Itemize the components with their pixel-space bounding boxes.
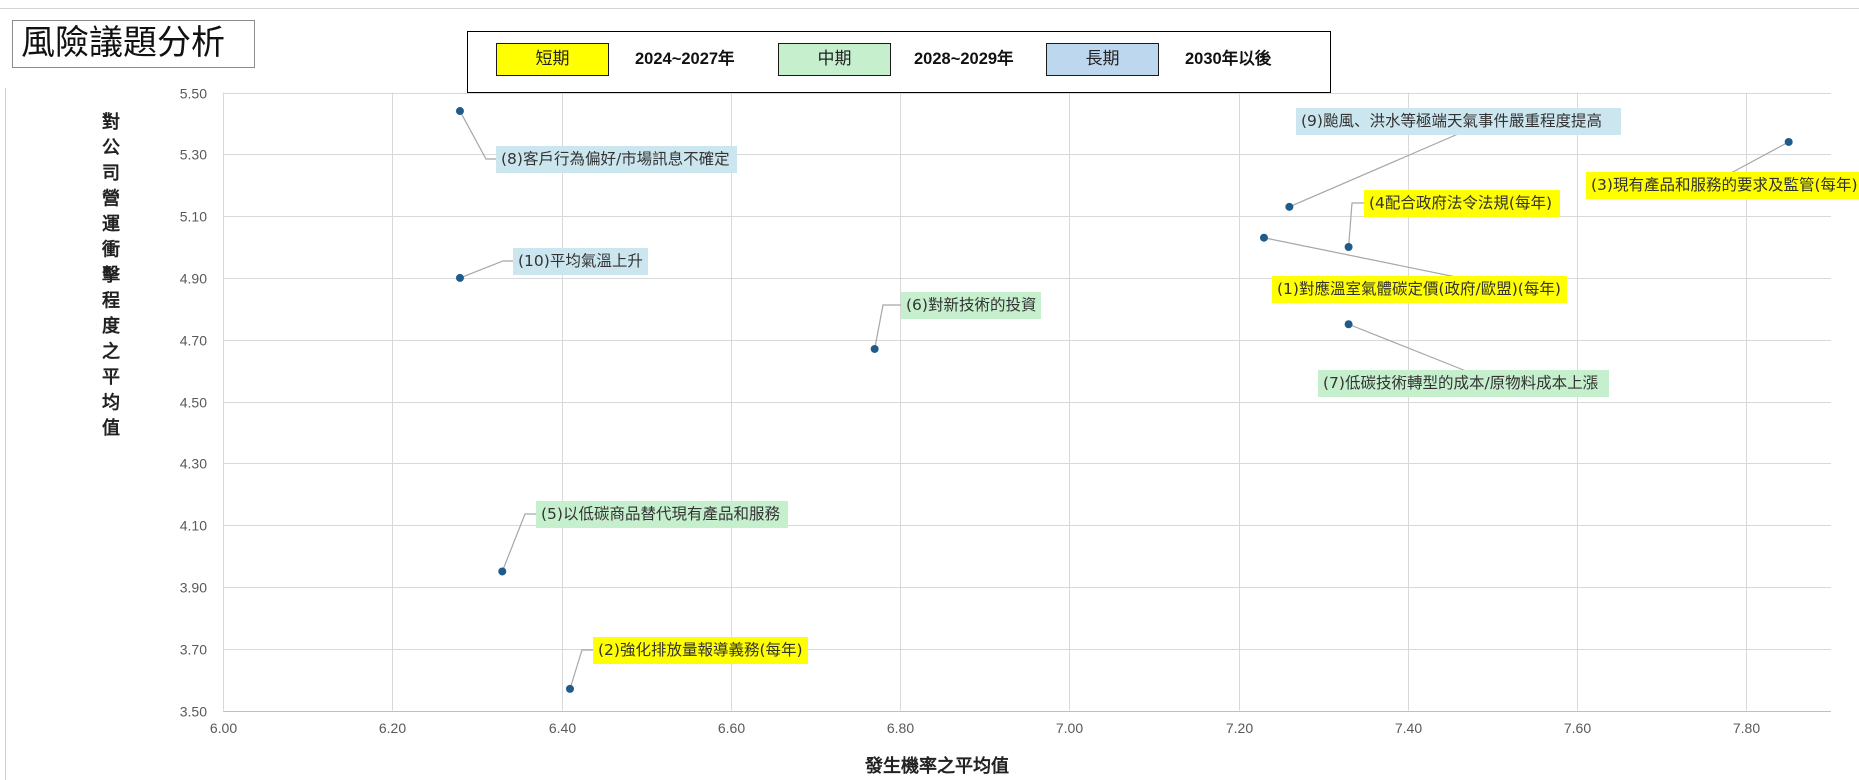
y-tick-label: 5.50 bbox=[180, 86, 207, 102]
tick-labels: 5.50 5.30 5.10 4.90 4.70 4.50 4.30 4.10 3.90 3.70… bbox=[180, 86, 1761, 737]
y-tick-label: 4.10 bbox=[180, 518, 207, 534]
y-tick-label: 3.70 bbox=[180, 642, 207, 658]
y-tick-label: 4.50 bbox=[180, 395, 207, 411]
data-point bbox=[1285, 202, 1294, 211]
data-points bbox=[455, 107, 1793, 693]
x-tick-label: 6.20 bbox=[379, 720, 406, 736]
x-tick-label: 7.40 bbox=[1395, 720, 1422, 736]
leader-line bbox=[1348, 202, 1364, 248]
legend-period-long-term: 2030年以後 bbox=[1185, 50, 1272, 68]
x-tick-label: 7.80 bbox=[1733, 720, 1760, 736]
y-tick-label: 5.10 bbox=[180, 209, 207, 225]
point-label: (1)對應溫室氣體碳定價(政府/歐盟)(每年) bbox=[1272, 276, 1567, 303]
data-point bbox=[1259, 233, 1268, 242]
legend-period-mid-term: 2028~2029年 bbox=[914, 50, 1014, 68]
leader-lines bbox=[459, 110, 1789, 690]
leader-line bbox=[569, 649, 593, 690]
x-tick-label: 7.60 bbox=[1564, 720, 1591, 736]
leader-line bbox=[1289, 133, 1459, 208]
leader-line bbox=[459, 110, 496, 160]
y-tick-label: 4.30 bbox=[180, 456, 207, 472]
point-label: (10)平均氣溫上升 bbox=[513, 248, 648, 275]
leader-line bbox=[459, 260, 513, 279]
legend-swatch-mid-term: 中期 bbox=[778, 43, 891, 76]
x-axis-title: 發生機率之平均值 bbox=[865, 756, 1009, 777]
data-point bbox=[1784, 137, 1793, 146]
point-label: (3)現有產品和服務的要求及監管(每年) bbox=[1586, 172, 1859, 199]
point-label: (4配合政府法令法規(每年) bbox=[1364, 190, 1560, 217]
data-point bbox=[498, 567, 507, 576]
y-tick-label: 4.70 bbox=[180, 333, 207, 349]
legend-swatch-short-term: 短期 bbox=[496, 43, 609, 76]
point-label: (9)颱風、洪水等極端天氣事件嚴重程度提高 bbox=[1296, 108, 1621, 135]
x-tick-label: 6.60 bbox=[718, 720, 745, 736]
leader-line bbox=[501, 513, 536, 572]
point-label: (7)低碳技術轉型的成本/原物料成本上漲 bbox=[1318, 370, 1609, 397]
point-label: (5)以低碳商品替代現有產品和服務 bbox=[536, 501, 788, 528]
x-tick-label: 6.40 bbox=[549, 720, 576, 736]
x-tick-label: 7.20 bbox=[1226, 720, 1253, 736]
y-axis-title: 對公司營運衝擊程度之平均值 bbox=[99, 112, 120, 444]
x-tick-label: 6.00 bbox=[210, 720, 237, 736]
data-point bbox=[870, 344, 879, 353]
sheet-top-border bbox=[0, 8, 1859, 9]
x-tick-label: 6.80 bbox=[887, 720, 914, 736]
chart-title: 風險議題分析 bbox=[12, 20, 255, 68]
data-point bbox=[1344, 243, 1353, 251]
leader-line bbox=[1348, 323, 1467, 372]
legend: 短期 2024~2027年 中期 2028~2029年 長期 2030年以後 bbox=[467, 31, 1331, 93]
data-point bbox=[455, 273, 464, 282]
data-point bbox=[1344, 320, 1353, 329]
point-label: (6)對新技術的投資 bbox=[901, 292, 1042, 319]
legend-swatch-long-term: 長期 bbox=[1046, 43, 1159, 76]
leader-line bbox=[874, 304, 901, 350]
y-tick-label: 5.30 bbox=[180, 147, 207, 163]
point-label: (2)強化排放量報導義務(每年) bbox=[593, 637, 808, 664]
data-point bbox=[455, 107, 464, 116]
legend-period-short-term: 2024~2027年 bbox=[635, 50, 735, 68]
sheet-left-border bbox=[5, 88, 6, 780]
y-tick-label: 3.50 bbox=[180, 704, 207, 720]
x-tick-label: 7.00 bbox=[1056, 720, 1083, 736]
data-point bbox=[565, 684, 574, 693]
leader-line bbox=[1730, 141, 1789, 174]
y-tick-label: 4.90 bbox=[180, 271, 207, 287]
y-tick-label: 3.90 bbox=[180, 580, 207, 596]
point-label: (8)客戶行為偏好/市場訊息不確定 bbox=[496, 146, 737, 173]
leader-line bbox=[1263, 237, 1457, 278]
